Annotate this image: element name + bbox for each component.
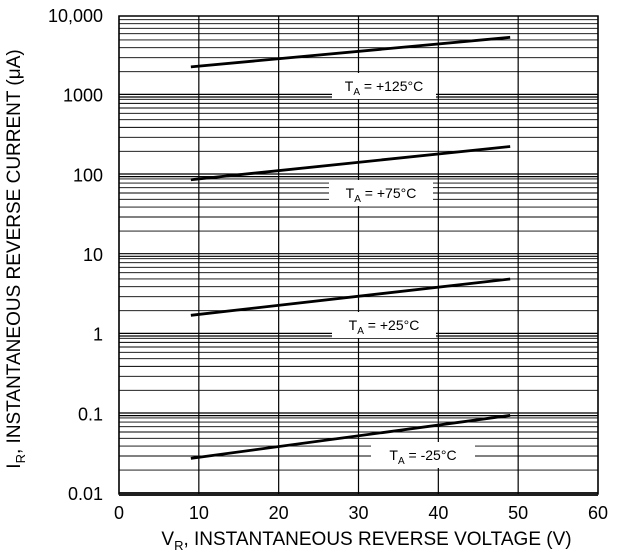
x-tick-label: 60 (588, 503, 608, 523)
curve-labels: TA = +125°C TA = +75°C TA = +25°C TA = -25°… (329, 73, 475, 468)
y-tick-label: 10,000 (48, 6, 103, 26)
data-series (190, 35, 511, 460)
grid (118, 16, 599, 496)
y-tick-label: 10 (83, 245, 103, 265)
y-tick-label: 0.01 (68, 484, 103, 504)
curve-label-background (371, 442, 475, 468)
series-line (190, 413, 511, 460)
tick-labels: 0 10 20 30 40 50 60 0.01 0.1 1 10 100 1000 10,000 (48, 6, 608, 523)
curve-label: TA = -25°C (389, 447, 456, 467)
y-tick-label: 1 (93, 325, 103, 345)
y-axis-title: IR, INSTANTANEOUS REVERSE CURRENT (μA) (4, 49, 28, 468)
curve-label-background (332, 312, 436, 338)
curve-label: TA = +75°C (346, 185, 417, 205)
y-tick-label: 0.1 (78, 404, 103, 424)
x-tick-label: 30 (348, 503, 368, 523)
curve-label: TA = +125°C (345, 78, 423, 98)
curve-label-background (329, 180, 433, 206)
series-line (190, 35, 511, 69)
x-tick-label: 0 (114, 503, 124, 523)
curve-label: TA = +25°C (349, 317, 420, 337)
x-tick-label: 50 (508, 503, 528, 523)
x-axis-title: VR, INSTANTANEOUS REVERSE VOLTAGE (V) (161, 529, 571, 553)
x-tick-label: 20 (269, 503, 289, 523)
series-line (190, 145, 511, 182)
plot-frame (118, 15, 599, 495)
y-tick-label: 100 (73, 165, 103, 185)
y-tick-label: 1000 (63, 86, 103, 106)
x-tick-label: 40 (428, 503, 448, 523)
series-line (190, 277, 511, 317)
x-tick-label: 10 (189, 503, 209, 523)
curve-label-background (332, 73, 436, 99)
